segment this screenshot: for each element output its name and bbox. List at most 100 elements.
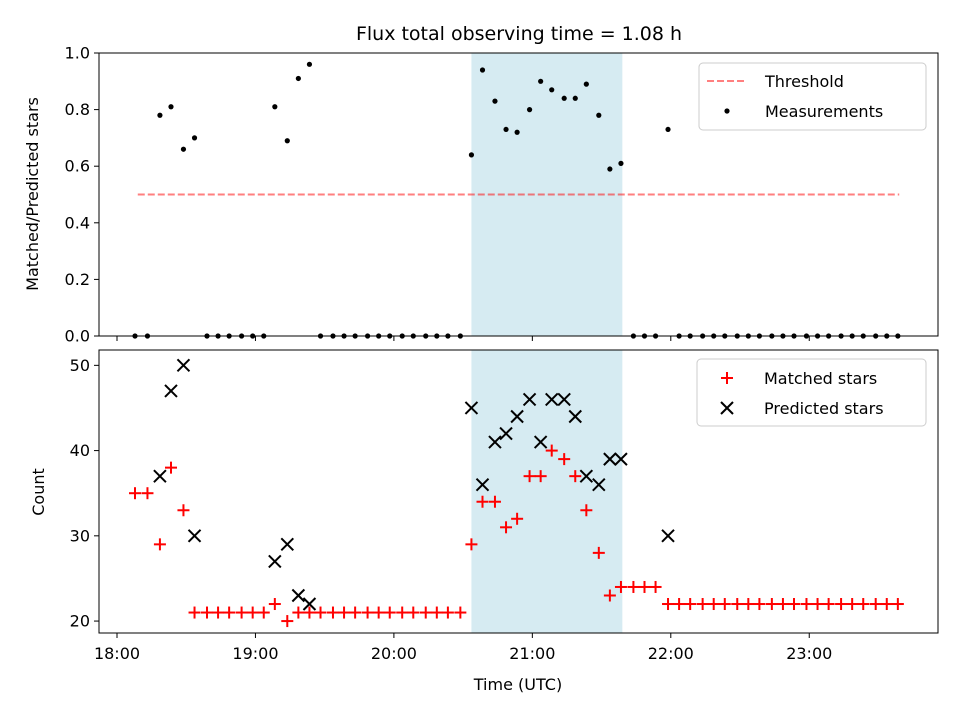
predicted-star-point xyxy=(280,537,294,552)
legend-predicted-label: Predicted stars xyxy=(764,399,884,418)
matched-star-point xyxy=(128,487,141,500)
matched-star-point xyxy=(476,495,489,508)
predicted-star-point-b xyxy=(533,435,548,449)
y-tick-label: 1.0 xyxy=(65,44,90,63)
predicted-star-point-b xyxy=(291,588,306,603)
measurement-point xyxy=(180,146,187,152)
matched-star-point xyxy=(188,606,201,619)
predicted-star-point-b xyxy=(475,477,490,492)
matched-star-point xyxy=(500,521,513,534)
matched-star-point xyxy=(314,606,327,619)
predicted-star-point-b xyxy=(187,529,202,543)
highlight-band xyxy=(471,350,623,633)
x-tick-label: 21:00 xyxy=(509,644,555,663)
matched-star-point xyxy=(707,598,720,611)
predicted-star-point-b xyxy=(164,384,178,398)
predicted-star-point xyxy=(661,529,675,543)
legend-matched-label: Matched stars xyxy=(764,369,877,388)
matched-star-point xyxy=(511,512,524,525)
measurement-point xyxy=(538,78,544,84)
y-tick-label: 50 xyxy=(70,356,90,375)
matched-star-point xyxy=(268,598,281,611)
predicted-star-point xyxy=(187,529,202,543)
matched-star-point xyxy=(811,598,824,611)
y-tick-label: 20 xyxy=(70,612,90,631)
matched-star-point xyxy=(822,598,835,611)
matched-star-point xyxy=(235,606,248,619)
matched-star-point xyxy=(200,606,213,619)
matched-star-point xyxy=(246,606,259,619)
predicted-star-point-b xyxy=(661,529,675,543)
matched-star-point xyxy=(696,598,709,611)
measurement-point xyxy=(526,107,533,113)
measurement-point xyxy=(191,135,198,141)
matched-star-point xyxy=(488,495,501,508)
measurement-point xyxy=(561,95,567,101)
predicted-star-point-b xyxy=(510,409,524,424)
top-plot-area: 0.0 0.2 0.4 0.6 0.8 1.0 xyxy=(65,44,939,346)
predicted-star-point-b xyxy=(176,358,191,373)
matched-star-point xyxy=(177,504,190,517)
matched-star-point xyxy=(303,606,316,619)
predicted-star-point xyxy=(176,358,191,373)
matched-star-point xyxy=(534,470,547,483)
top-legend-box xyxy=(698,62,927,131)
matched-star-point xyxy=(212,606,225,619)
measurement-point xyxy=(583,81,589,87)
predicted-star-point xyxy=(603,452,617,466)
matched-star-point xyxy=(776,598,789,611)
predicted-star-point xyxy=(153,469,167,483)
predicted-star-point xyxy=(579,469,594,483)
matched-star-point xyxy=(638,580,651,593)
matched-star-point xyxy=(891,598,904,611)
matched-star-point xyxy=(372,606,385,619)
predicted-star-point-b xyxy=(614,452,628,466)
matched-star-point xyxy=(349,606,362,619)
matched-star-point xyxy=(465,538,478,551)
matched-star-point xyxy=(383,606,396,619)
predicted-star-point xyxy=(568,409,582,424)
matched-star-point xyxy=(662,598,675,611)
y-tick-label: 0.2 xyxy=(65,270,90,289)
matched-star-point xyxy=(788,598,801,611)
predicted-star-point-b xyxy=(568,409,582,424)
matched-star-point xyxy=(361,606,374,619)
top-panel-ratio: Flux total observing time = 1.08 h Match… xyxy=(23,23,939,346)
matched-star-point xyxy=(223,606,236,619)
predicted-star-point-b xyxy=(280,537,294,552)
matched-star-point xyxy=(407,606,420,619)
legend-measurements-label: Measurements xyxy=(765,102,883,121)
matched-star-point xyxy=(603,589,616,602)
top-axes-frame xyxy=(98,52,939,337)
measurement-point xyxy=(596,112,602,118)
legend-predicted-marker xyxy=(720,401,734,415)
matched-star-point xyxy=(545,444,558,457)
y-tick-label: 0.8 xyxy=(65,100,90,119)
matched-star-point xyxy=(880,598,893,611)
matched-star-point xyxy=(454,606,467,619)
matched-star-point xyxy=(742,598,755,611)
matched-star-point xyxy=(718,598,731,611)
measurement-point xyxy=(479,67,486,73)
matched-star-point xyxy=(869,598,882,611)
predicted-star-point-b xyxy=(545,392,559,407)
matched-star-point xyxy=(649,580,662,593)
predicted-star-point xyxy=(545,392,559,407)
predicted-star-point xyxy=(533,435,548,449)
predicted-star-point-b xyxy=(579,469,594,483)
measurement-point xyxy=(572,95,578,101)
x-tick-label: 18:00 xyxy=(94,644,140,663)
measurement-point xyxy=(468,152,475,158)
predicted-star-point-b xyxy=(268,554,282,569)
matched-star-point xyxy=(419,606,432,619)
x-tick-label: 20:00 xyxy=(371,644,417,663)
measurement-point xyxy=(607,166,613,172)
top-legend: Threshold Measurements xyxy=(698,62,927,131)
y-tick-label: 40 xyxy=(70,441,90,460)
bottom-axes-frame xyxy=(98,349,939,634)
predicted-star-point xyxy=(488,435,502,449)
y-tick-label: 0.4 xyxy=(65,213,90,232)
predicted-star-point xyxy=(522,392,537,407)
matched-star-point xyxy=(153,538,166,551)
